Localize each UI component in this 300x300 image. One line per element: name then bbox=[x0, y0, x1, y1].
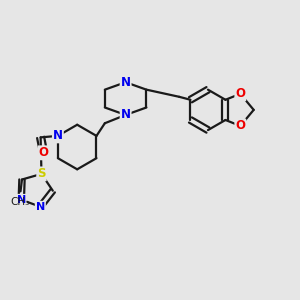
Text: N: N bbox=[121, 108, 130, 122]
Text: O: O bbox=[235, 119, 245, 132]
Text: CH₃: CH₃ bbox=[11, 197, 30, 207]
Text: N: N bbox=[53, 129, 63, 142]
Text: N: N bbox=[17, 195, 26, 205]
Text: O: O bbox=[39, 146, 49, 159]
Text: O: O bbox=[235, 87, 245, 100]
Text: N: N bbox=[36, 202, 45, 212]
Text: S: S bbox=[37, 167, 46, 180]
Text: N: N bbox=[121, 76, 130, 89]
